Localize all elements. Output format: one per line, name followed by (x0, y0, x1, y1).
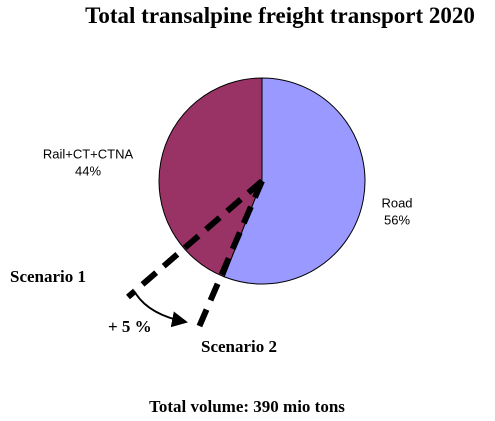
annotation: Scenario 2 (201, 337, 277, 356)
chart-title: Total transalpine freight transport 2020 (85, 3, 475, 28)
slice-label: Rail+CT+CTNA (43, 146, 134, 161)
annotation: Scenario 1 (10, 267, 86, 286)
pie-slice (223, 77, 366, 285)
shift-arrow (135, 293, 188, 328)
value-label: 44% (75, 163, 101, 178)
annotation: + 5 % (108, 317, 152, 336)
slice-label: Road (381, 195, 412, 210)
value-label: 56% (384, 212, 410, 227)
footer: Total volume: 390 mio tons (149, 397, 345, 416)
pie-slice (158, 77, 263, 278)
scenario-1-line (126, 178, 264, 300)
pie (158, 77, 366, 285)
